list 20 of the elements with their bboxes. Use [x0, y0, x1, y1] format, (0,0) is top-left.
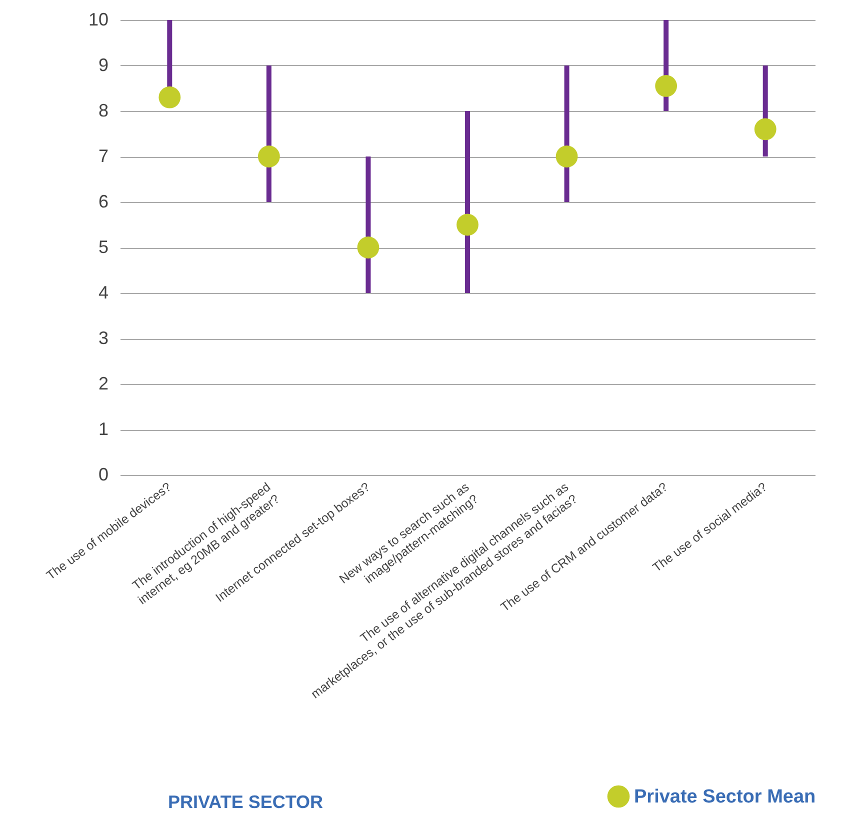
- point: [258, 146, 280, 168]
- y-tick-label: 7: [98, 146, 108, 166]
- y-tick-label: 5: [98, 237, 108, 257]
- point: [754, 118, 776, 140]
- text: PRIVATE SECTOR: [168, 792, 324, 813]
- y-tick-label: 3: [98, 328, 108, 348]
- point: [556, 146, 578, 168]
- point: [357, 236, 380, 258]
- y-tick-label: 8: [98, 100, 108, 120]
- y-tick-label: 1: [98, 419, 108, 439]
- y-tick-label: 6: [98, 192, 108, 212]
- y-tick-label: 10: [88, 10, 108, 30]
- point: [456, 214, 478, 236]
- point: [655, 75, 678, 97]
- y-tick-label: 9: [98, 55, 108, 75]
- y-tick-label: 2: [98, 374, 108, 394]
- y-tick-label: 4: [98, 282, 108, 302]
- y-tick-label: 0: [98, 464, 108, 484]
- point: [158, 86, 181, 108]
- legend-label: Private Sector Mean: [634, 786, 816, 808]
